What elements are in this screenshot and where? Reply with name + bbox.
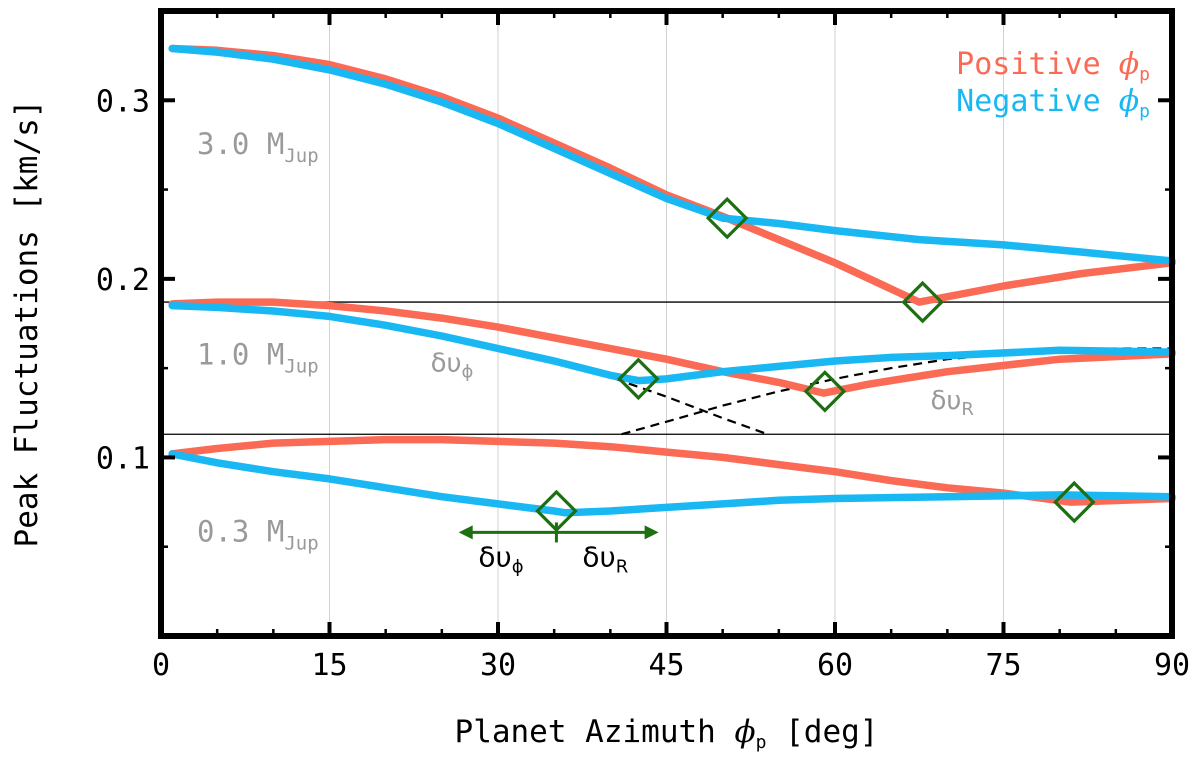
mass-label-0: 3.0 MJup — [197, 127, 319, 167]
x-tick-label-1: 15 — [311, 648, 347, 683]
mass-label-sub-1: Jup — [284, 356, 318, 378]
component-annotation-text-0: δυ — [431, 349, 462, 379]
component-curves — [172, 304, 1172, 436]
marker-diamond-2 — [617, 357, 660, 401]
marker-diamond-3 — [803, 370, 847, 413]
x-axis-label-sub: p — [756, 732, 767, 753]
x-axis-label-main: Planet Azimuth — [455, 714, 735, 750]
series-line-0 — [168, 44, 1176, 306]
arrow-head-left — [458, 525, 473, 540]
component-annotation-sub-0: ϕ — [462, 362, 474, 383]
legend-entry-label-0: Positive — [956, 47, 1119, 82]
x-axis-label-phi: ϕ — [735, 714, 756, 750]
data-series — [168, 44, 1176, 517]
x-tick-label-3: 45 — [648, 648, 684, 683]
mass-label-text-0: 3.0 M — [197, 127, 284, 161]
component-annotation-0: δυϕ — [431, 349, 474, 383]
x-tick-label-6: 90 — [1154, 648, 1190, 683]
legend-entry-sub-1: p — [1139, 101, 1150, 122]
mass-label-sub-2: Jup — [284, 532, 318, 554]
y-tick-label-1: 0.2 — [96, 263, 150, 298]
legend-entry-1: Negative ϕp — [956, 84, 1150, 122]
component-annotation-sub-1: R — [961, 399, 974, 420]
marker-diamond-0 — [705, 196, 749, 240]
mass-label-2: 0.3 MJup — [197, 514, 319, 554]
legend-entry-0: Positive ϕp — [956, 47, 1150, 85]
mass-label-1: 1.0 MJup — [197, 338, 319, 378]
series-line-3 — [168, 301, 1176, 385]
arrow-label-left-text: δυ — [478, 540, 511, 573]
arrow-label-left: δυϕ — [478, 540, 523, 577]
y-axis-label: Peak Fluctuations [km/s] — [9, 100, 45, 548]
arrow-label-right-text: δυ — [582, 540, 615, 573]
legend-entry-symbol-0: ϕ — [1119, 47, 1139, 82]
x-tick-label-5: 75 — [985, 648, 1021, 683]
x-tick-label-2: 30 — [480, 648, 516, 683]
arrow-label-right: δυR — [582, 540, 628, 577]
mass-label-text-1: 1.0 M — [197, 338, 284, 372]
component-annotation-text-1: δυ — [930, 386, 961, 416]
mass-label-text-2: 0.3 M — [197, 514, 284, 548]
direction-arrow: δυϕ δυR — [458, 522, 659, 577]
marker-diamond-1 — [901, 280, 944, 324]
arrow-label-right-sub: R — [616, 556, 629, 577]
legend-entry-symbol-1: ϕ — [1119, 84, 1139, 119]
arrow-label-left-sub: ϕ — [512, 556, 524, 577]
legend-entry-sub-0: p — [1139, 64, 1150, 85]
axis-labels: Planet Azimuth ϕp [deg]Peak Fluctuations… — [9, 100, 878, 753]
series-line-2 — [168, 298, 1176, 397]
series-line-4 — [168, 435, 1176, 506]
x-axis-label-unit: [deg] — [766, 714, 878, 750]
component-annotation-1: δυR — [930, 386, 973, 420]
legend-entry-label-1: Negative — [956, 84, 1119, 119]
arrow-head-right — [644, 525, 659, 540]
y-tick-label-2: 0.3 — [96, 84, 150, 119]
series-line-1 — [168, 44, 1176, 265]
mass-label-sub-0: Jup — [284, 145, 318, 167]
marker-diamond-5 — [1053, 480, 1096, 524]
series-line-5 — [168, 450, 1176, 517]
y-tick-label-0: 0.1 — [96, 441, 150, 476]
vertical-grid — [329, 11, 1004, 636]
x-tick-label-0: 0 — [152, 648, 170, 683]
axis-ticks: 0 15 30 45 60 75 90 0.1 0.2 0.3 — [96, 9, 1190, 683]
x-axis-label: Planet Azimuth ϕp [deg] — [455, 714, 879, 753]
x-tick-label-4: 60 — [817, 648, 853, 683]
